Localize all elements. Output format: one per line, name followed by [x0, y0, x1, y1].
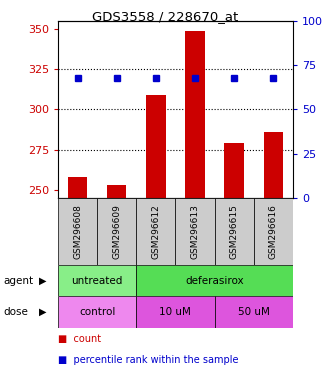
Text: GDS3558 / 228670_at: GDS3558 / 228670_at	[92, 10, 239, 23]
FancyBboxPatch shape	[214, 198, 254, 265]
Text: GSM296613: GSM296613	[191, 204, 200, 259]
FancyBboxPatch shape	[58, 198, 97, 265]
Bar	[185, 31, 205, 198]
Bar	[263, 132, 283, 198]
Bar	[107, 185, 126, 198]
Text: dose: dose	[3, 307, 28, 317]
Text: control: control	[79, 307, 115, 317]
Text: GSM296608: GSM296608	[73, 204, 82, 259]
FancyBboxPatch shape	[97, 198, 136, 265]
Text: GSM296612: GSM296612	[151, 204, 160, 259]
FancyBboxPatch shape	[136, 296, 214, 328]
Text: ■  percentile rank within the sample: ■ percentile rank within the sample	[58, 355, 238, 365]
Text: agent: agent	[3, 276, 33, 286]
Text: 50 uM: 50 uM	[238, 307, 270, 317]
Text: untreated: untreated	[71, 276, 123, 286]
Text: GSM296615: GSM296615	[230, 204, 239, 259]
Text: deferasirox: deferasirox	[185, 276, 244, 286]
Text: GSM296609: GSM296609	[112, 204, 121, 259]
FancyBboxPatch shape	[136, 198, 175, 265]
FancyBboxPatch shape	[214, 296, 293, 328]
FancyBboxPatch shape	[254, 198, 293, 265]
Bar	[146, 95, 166, 198]
Text: ▶: ▶	[39, 276, 47, 286]
Text: GSM296616: GSM296616	[269, 204, 278, 259]
Bar	[224, 143, 244, 198]
Text: ▶: ▶	[39, 307, 47, 317]
Text: ■  count: ■ count	[58, 334, 101, 344]
FancyBboxPatch shape	[58, 296, 136, 328]
FancyBboxPatch shape	[58, 265, 136, 296]
Text: 10 uM: 10 uM	[160, 307, 191, 317]
Bar	[68, 177, 87, 198]
FancyBboxPatch shape	[175, 198, 214, 265]
FancyBboxPatch shape	[136, 265, 293, 296]
